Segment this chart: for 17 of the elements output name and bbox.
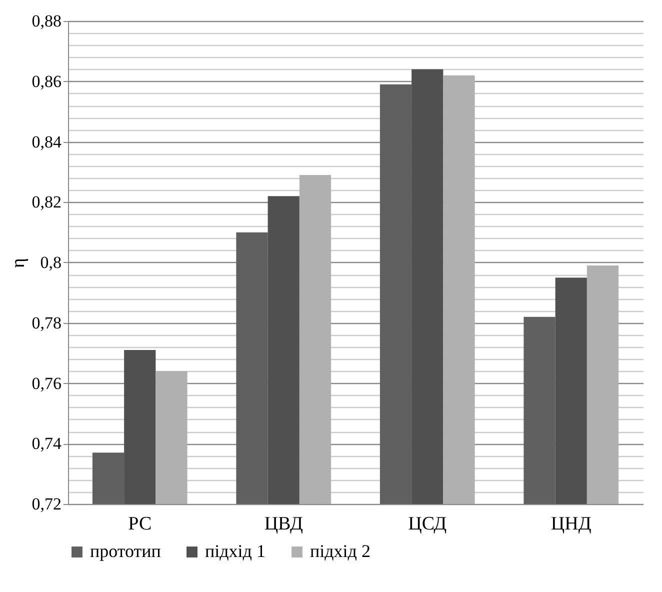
y-axis-title: η (8, 258, 29, 268)
x-tick-label: ЦВД (264, 514, 303, 534)
legend-label: підхід 1 (205, 541, 266, 561)
x-tick-label: ЦСД (408, 514, 447, 534)
y-tick-label: 0,76 (32, 374, 62, 393)
x-tick-label: РС (128, 514, 152, 534)
legend-label: підхід 2 (310, 541, 370, 561)
y-tick-label: 0,78 (32, 313, 62, 332)
x-tick-label: ЦНД (550, 514, 592, 534)
y-tick-label: 0,86 (32, 72, 62, 91)
y-tick-label: 0,74 (32, 434, 62, 454)
y-tick-label: 0,72 (32, 494, 62, 514)
y-tick-label: 0,8 (40, 253, 62, 272)
legend-label: прототип (90, 541, 162, 561)
y-tick-label: 0,82 (32, 192, 62, 212)
y-tick-label: 0,88 (32, 12, 62, 30)
y-tick-label: 0,84 (32, 132, 62, 152)
